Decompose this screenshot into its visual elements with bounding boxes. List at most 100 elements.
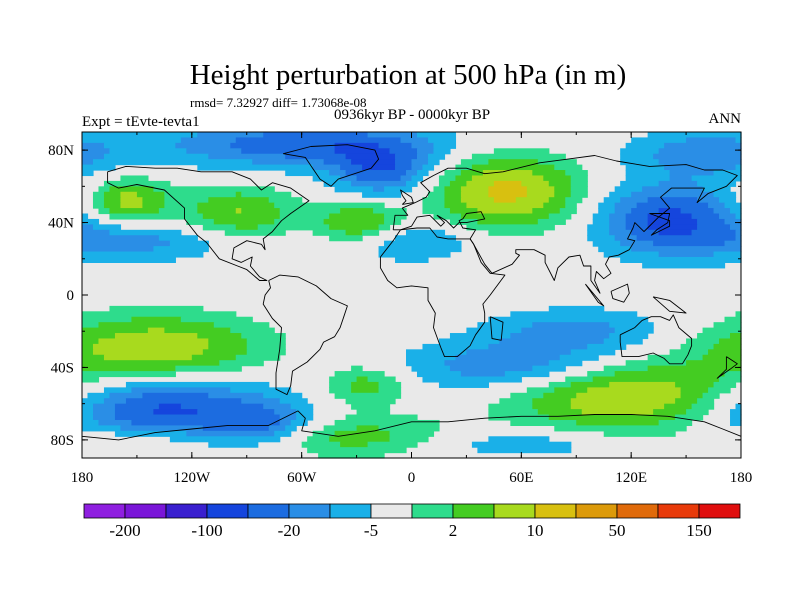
contour-cell: [488, 409, 539, 416]
contour-cell: [422, 202, 446, 209]
contour-cell: [730, 419, 742, 426]
contour-cell: [702, 354, 742, 361]
contour-cell: [658, 159, 742, 166]
contour-cell: [669, 175, 693, 182]
contour-cell: [554, 425, 687, 432]
contour-cell: [625, 164, 665, 171]
coastline: [379, 227, 506, 358]
contour-cell: [384, 240, 462, 247]
contour-cell: [543, 202, 566, 209]
contour-cell: [691, 229, 737, 236]
contour-cell: [202, 349, 248, 356]
contour-cell: [609, 218, 627, 225]
contour-cell: [186, 430, 275, 437]
contour-cell: [466, 224, 555, 231]
contour-cell: [131, 316, 182, 323]
contour-cell: [493, 148, 550, 155]
contour-cell: [274, 409, 297, 416]
contour-cell: [449, 208, 478, 215]
contour-cell: [422, 208, 451, 215]
colorbar-swatch: [698, 503, 741, 519]
contour-cell: [460, 371, 506, 378]
contour-cell: [455, 164, 473, 171]
contour-cell: [416, 148, 435, 155]
coastline: [652, 296, 687, 314]
coastline: [107, 165, 310, 281]
contour-cell: [378, 251, 451, 258]
contour-cell: [570, 186, 588, 193]
contour-cell: [329, 224, 380, 231]
colorbar-swatch: [83, 503, 126, 519]
contour-cell: [526, 186, 555, 193]
contour-cell: [285, 170, 330, 177]
contour-cell: [290, 419, 308, 426]
coastline: [585, 283, 605, 307]
contour-cell: [109, 186, 154, 193]
contour-cell: [416, 170, 429, 177]
contour-cell: [175, 365, 242, 372]
contour-cell: [180, 316, 253, 323]
contour-cell: [384, 186, 413, 193]
coastline: [400, 189, 414, 205]
colorbar-label: 150: [686, 521, 712, 540]
contour-cell: [460, 197, 495, 204]
contour-cell: [334, 186, 374, 193]
contour-cell: [548, 180, 572, 187]
contour-cell: [735, 235, 742, 242]
coastline: [619, 314, 693, 365]
contour-cell: [235, 208, 242, 215]
contour-cell: [329, 235, 363, 242]
contour-cell: [158, 403, 182, 410]
colorbar-swatch: [247, 503, 290, 519]
contour-cell: [246, 338, 286, 345]
contour-cell: [340, 175, 358, 182]
contour-cell: [153, 186, 275, 193]
contour-cell: [241, 191, 292, 198]
y-tick-label: 40N: [48, 216, 74, 232]
contour-cell: [142, 392, 209, 399]
coastline: [282, 144, 380, 187]
contour-cell: [378, 246, 462, 253]
contour-cell: [323, 159, 352, 166]
contour-cell: [603, 365, 649, 372]
contour-cell: [329, 170, 347, 177]
contour-cell: [114, 333, 198, 340]
contour-cell: [592, 240, 621, 247]
contour-cell: [279, 213, 330, 220]
contour-cell: [175, 142, 231, 149]
colorbar-swatch: [616, 503, 659, 519]
contour-cell: [647, 365, 742, 372]
contour-cell: [312, 164, 341, 171]
contour-cell: [625, 213, 649, 220]
contour-cell: [625, 218, 649, 225]
contour-cell: [82, 229, 111, 236]
contour-cell: [565, 202, 577, 209]
contour-cell: [356, 425, 380, 432]
contour-cell: [504, 371, 550, 378]
contour-cell: [631, 191, 715, 198]
colorbar-label: -100: [191, 521, 222, 540]
contour-cell: [493, 197, 517, 204]
contour-cell: [235, 191, 242, 198]
contour-cell: [592, 213, 610, 220]
contour-cell: [565, 376, 594, 383]
contour-cell: [416, 371, 462, 378]
contour-cell: [109, 305, 204, 312]
contour-cell: [351, 159, 396, 166]
contour-cell: [620, 153, 654, 160]
stats-label: rmsd= 7.32927 diff= 1.73068e-08: [190, 95, 367, 110]
contour-cell: [438, 180, 451, 187]
contour-cell: [631, 208, 660, 215]
x-axis: 180 120W 60W 0 60E 120E 180: [71, 132, 752, 486]
contour-cell: [719, 376, 742, 383]
contour-cell: [378, 381, 402, 388]
contour-cell: [680, 343, 715, 350]
contour-cell: [164, 197, 209, 204]
contour-cell: [395, 235, 457, 242]
contour-cell: [702, 186, 731, 193]
colorbar-swatch: [452, 503, 495, 519]
contour-cell: [521, 180, 550, 187]
colorbar-swatch: [411, 503, 454, 519]
contour-cell: [92, 191, 105, 198]
contour-cell: [301, 441, 341, 448]
